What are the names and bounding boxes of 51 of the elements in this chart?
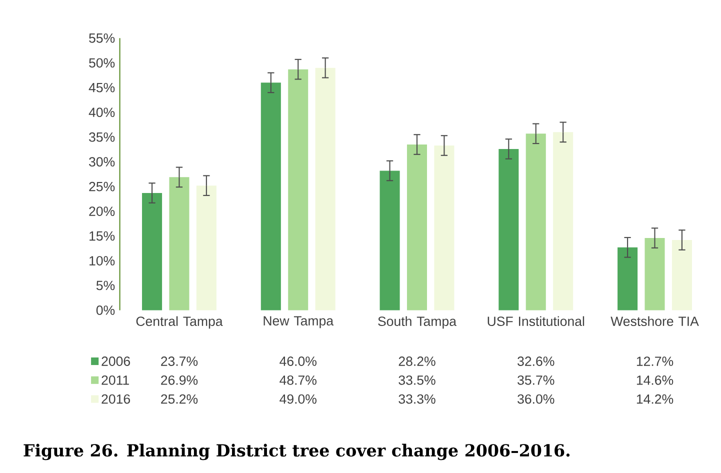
y-tick-label: 40% <box>88 108 115 118</box>
data-label: 35.7% <box>518 376 554 385</box>
bar <box>618 248 638 310</box>
data-label: 28.2% <box>398 356 436 366</box>
y-tick-label: 50% <box>89 58 115 68</box>
bar <box>142 193 162 310</box>
x-tick-label: Westshore TIA <box>610 316 699 326</box>
y-tick-label: 55% <box>89 34 115 43</box>
legend-label: 2016 <box>102 394 130 404</box>
x-tick-label: South Tampa <box>378 316 456 329</box>
data-label: 25.2% <box>161 394 198 404</box>
data-label: 46.0% <box>280 356 316 366</box>
data-label: 14.6% <box>636 376 674 385</box>
data-label: 33.5% <box>398 376 436 385</box>
y-tick-label: 35% <box>89 132 115 142</box>
legend-label: 2006 <box>102 356 130 366</box>
bar <box>672 240 692 310</box>
bar <box>498 149 519 310</box>
y-tick-label: 15% <box>90 231 115 241</box>
bar <box>644 238 665 310</box>
legend-label: 2011 <box>102 376 129 385</box>
data-label: 26.9% <box>161 376 198 385</box>
y-tick-label: 25% <box>89 182 115 192</box>
data-label: 32.6% <box>518 356 554 366</box>
y-tick-label: 45% <box>88 83 115 92</box>
bar <box>315 68 336 310</box>
bar <box>380 170 400 310</box>
data-label: 23.7% <box>161 356 198 366</box>
bar <box>169 177 190 310</box>
bar <box>196 186 216 310</box>
y-tick-label: 0% <box>96 306 115 316</box>
y-tick-label: 5% <box>96 280 115 290</box>
y-tick-label: 30% <box>89 157 115 167</box>
text: Figure 26. Planning District tree cover change 2006–2016. <box>24 444 570 460</box>
data-label: 36.0% <box>518 394 554 404</box>
y-tick-label: 20% <box>89 206 115 216</box>
data-label: 49.0% <box>280 394 316 404</box>
bar <box>406 144 428 310</box>
bar <box>288 69 308 310</box>
bar <box>260 82 281 310</box>
y-tick-label: 10% <box>90 256 115 266</box>
x-tick-label: USF Institutional <box>488 316 584 326</box>
data-label: 33.3% <box>398 394 436 404</box>
data-label: 14.2% <box>636 394 674 404</box>
x-tick-label: New Tampa <box>264 316 334 328</box>
bar <box>526 134 546 310</box>
data-label: 12.7% <box>636 356 674 366</box>
x-tick-label: Central Tampa <box>136 316 223 329</box>
bar <box>434 146 454 310</box>
bar <box>553 132 574 310</box>
data-label: 48.7% <box>280 376 316 385</box>
